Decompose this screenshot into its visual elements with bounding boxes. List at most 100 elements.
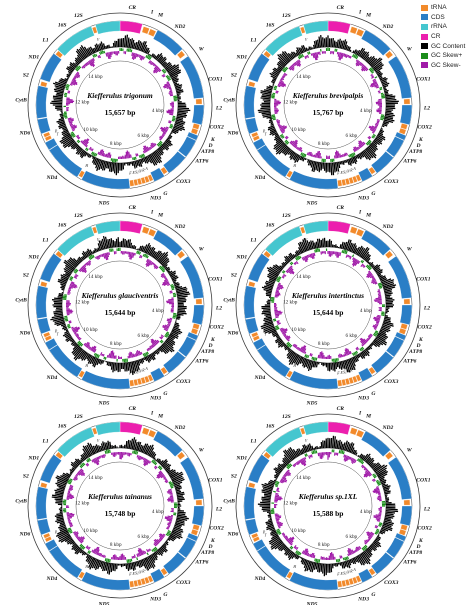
gene-l1	[55, 250, 64, 259]
kbp-tick-label: 6 kbp	[345, 333, 357, 339]
kbp-tick-label: 6 kbp	[345, 133, 357, 139]
gene-label: ND5	[98, 201, 110, 207]
gene-16s	[264, 426, 303, 458]
trna-label: S1	[343, 370, 347, 374]
gene-f	[337, 379, 343, 387]
gene-16s	[56, 25, 95, 57]
gene-f	[129, 179, 135, 187]
species-name: Kiefferulus sp.1XL	[298, 492, 358, 501]
gene-l1	[263, 250, 272, 259]
legend-label: GC Content	[431, 42, 466, 50]
genome-map-1: 14 kbp 12 kbp 10 kbp 8 kbp 6 kbp 4 kbp 12S CR IM…	[15, 5, 224, 207]
gene-g	[368, 567, 376, 576]
gene-cr	[327, 220, 351, 234]
kbp-tick-label: 6 kbp	[137, 534, 149, 540]
gene-k	[192, 123, 200, 130]
trna-label: E	[340, 371, 344, 375]
gene-d	[190, 327, 199, 335]
gene-cox1	[179, 55, 204, 99]
trna-label: R	[141, 168, 145, 172]
legend-swatch	[421, 62, 428, 69]
legend-swatch	[421, 14, 428, 21]
gene-label: ND5	[306, 201, 318, 207]
gene-label: L1	[41, 238, 48, 244]
trna-label: R	[141, 368, 145, 372]
trna-label: V	[97, 38, 100, 42]
gene-label: CytB	[223, 499, 235, 505]
legend-swatch	[421, 4, 428, 11]
gene-nd1	[39, 53, 62, 83]
trna-label: T	[264, 333, 267, 337]
kbp-tick-label: 14 kbp	[296, 274, 311, 280]
gene-n	[348, 376, 354, 385]
trna-label: A	[144, 367, 148, 371]
gene-m	[355, 228, 365, 237]
gene-cox1	[179, 456, 204, 500]
gene-n	[348, 577, 354, 586]
trna-label: T	[264, 133, 267, 137]
kbp-tick-label: 6 kbp	[345, 534, 357, 540]
gene-k	[400, 123, 408, 130]
gene-label: COX1	[416, 277, 431, 283]
gene-label: ND1	[27, 455, 39, 461]
gene-g	[160, 567, 168, 576]
gene-cox2	[191, 505, 205, 527]
kbp-tick-label: 10 kbp	[83, 327, 98, 333]
gene-v	[299, 427, 306, 435]
gene-label: 16S	[58, 23, 67, 29]
gene-h	[286, 571, 293, 579]
gene-label: G	[163, 391, 167, 397]
gene-label: CR	[337, 5, 345, 11]
gene-cytb	[35, 285, 49, 319]
inner-ring	[75, 461, 165, 551]
gene-label: 12S	[74, 213, 83, 219]
gene-atp8	[394, 331, 407, 341]
gene-w	[384, 50, 394, 59]
gene-e	[341, 579, 347, 587]
gene-nd4l	[252, 338, 266, 351]
gene-atp8	[394, 532, 407, 542]
gene-r	[352, 576, 358, 584]
gene-label: ATP6	[402, 159, 416, 165]
legend-item-gc-skew-negative: GC Skew-	[421, 61, 473, 71]
gene-cox3	[162, 552, 186, 575]
gene-label: ND4	[45, 375, 57, 381]
gene-label: CytB	[223, 298, 235, 304]
gene-nd6	[245, 117, 259, 135]
gene-g	[160, 166, 168, 175]
map-graphics: 14 kbp 12 kbp 10 kbp 8 kbp 6 kbp 4 kbp 12S CR IM…	[223, 205, 432, 407]
gene-r	[144, 175, 150, 183]
trna-label: P	[54, 129, 58, 133]
gene-i	[141, 427, 150, 436]
gene-s2	[40, 482, 48, 489]
trna-label: S1	[135, 170, 139, 174]
kbp-tick-label: 14 kbp	[296, 475, 311, 481]
gene-atp6	[385, 537, 405, 559]
gene-a	[147, 575, 154, 583]
gene-label: S2	[231, 272, 237, 278]
gene-label: I	[358, 410, 362, 416]
trna-label: N	[138, 370, 142, 374]
trna-label: F	[336, 172, 340, 176]
legend-label: CR	[431, 33, 441, 41]
gene-label: D	[207, 544, 212, 550]
trna-label: E	[340, 171, 344, 175]
gene-nd4l	[252, 138, 266, 151]
trna-label: F	[128, 573, 132, 577]
gene-a	[147, 174, 154, 182]
trna-label: S1	[135, 571, 139, 575]
gene-12s	[303, 220, 329, 235]
outer-ring	[235, 212, 421, 398]
gene-label: K	[210, 337, 216, 343]
gene-t	[252, 536, 260, 543]
gene-cox3	[370, 552, 394, 575]
gc-skew-positive-track	[62, 48, 178, 163]
trna-label: V	[97, 238, 100, 242]
gene-p	[43, 131, 51, 138]
gene-l1	[263, 50, 272, 59]
genome-size: 15,588 bp	[313, 509, 344, 518]
gene-nd4	[257, 144, 291, 178]
gene-h	[78, 370, 85, 378]
species-name: Kiefferulus glauciventris	[81, 291, 159, 300]
